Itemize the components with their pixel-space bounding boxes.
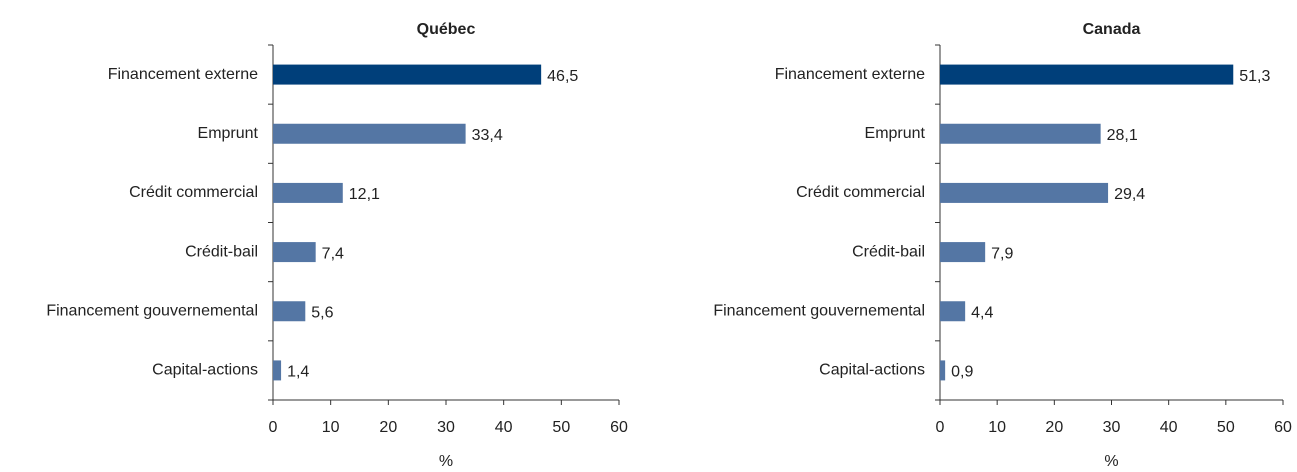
category-label: Crédit commercial — [129, 184, 258, 201]
x-tick-label: 10 — [322, 419, 340, 436]
x-tick-label: 40 — [1160, 419, 1178, 436]
x-tick-label: 50 — [552, 419, 570, 436]
value-label: 28,1 — [1107, 127, 1138, 144]
value-label: 51,3 — [1239, 68, 1270, 85]
value-label: 46,5 — [547, 68, 578, 85]
category-label: Crédit commercial — [796, 184, 925, 201]
category-label: Emprunt — [865, 125, 926, 142]
x-axis-label: % — [1104, 453, 1118, 470]
category-label: Emprunt — [198, 125, 259, 142]
bar — [940, 64, 1234, 85]
category-label: Financement externe — [775, 66, 925, 83]
value-label: 1,4 — [287, 364, 309, 381]
category-label: Financement externe — [108, 66, 258, 83]
value-label: 7,4 — [322, 245, 344, 262]
bar — [940, 182, 1109, 203]
category-label: Crédit-bail — [852, 243, 925, 260]
bar — [940, 242, 986, 263]
value-label: 7,9 — [991, 245, 1013, 262]
bar — [273, 360, 282, 381]
bar — [273, 123, 466, 144]
bar — [273, 182, 343, 203]
category-label: Crédit-bail — [185, 243, 258, 260]
x-tick-label: 20 — [1045, 419, 1063, 436]
x-tick-label: 60 — [610, 419, 628, 436]
category-label: Capital-actions — [819, 362, 925, 379]
x-tick-label: 0 — [936, 419, 945, 436]
category-label: Capital-actions — [152, 362, 258, 379]
x-tick-label: 60 — [1274, 419, 1292, 436]
bar — [273, 242, 316, 263]
value-label: 33,4 — [472, 127, 503, 144]
x-tick-label: 10 — [988, 419, 1006, 436]
chart-title: Québec — [417, 21, 476, 38]
x-tick-label: 50 — [1217, 419, 1235, 436]
x-tick-label: 20 — [379, 419, 397, 436]
value-label: 0,9 — [951, 364, 973, 381]
bar — [940, 123, 1101, 144]
bar — [940, 360, 946, 381]
x-tick-label: 30 — [437, 419, 455, 436]
value-label: 4,4 — [971, 304, 993, 321]
x-tick-label: 0 — [269, 419, 278, 436]
bar — [940, 301, 966, 322]
value-label: 12,1 — [349, 186, 380, 203]
bar — [273, 64, 542, 85]
value-label: 29,4 — [1114, 186, 1145, 203]
x-tick-label: 30 — [1103, 419, 1121, 436]
value-label: 5,6 — [311, 304, 333, 321]
category-label: Financement gouvernemental — [46, 302, 258, 319]
category-label: Financement gouvernemental — [713, 302, 925, 319]
x-axis-label: % — [439, 453, 453, 470]
x-tick-label: 40 — [495, 419, 513, 436]
bar — [273, 301, 306, 322]
chart-title: Canada — [1083, 21, 1141, 38]
